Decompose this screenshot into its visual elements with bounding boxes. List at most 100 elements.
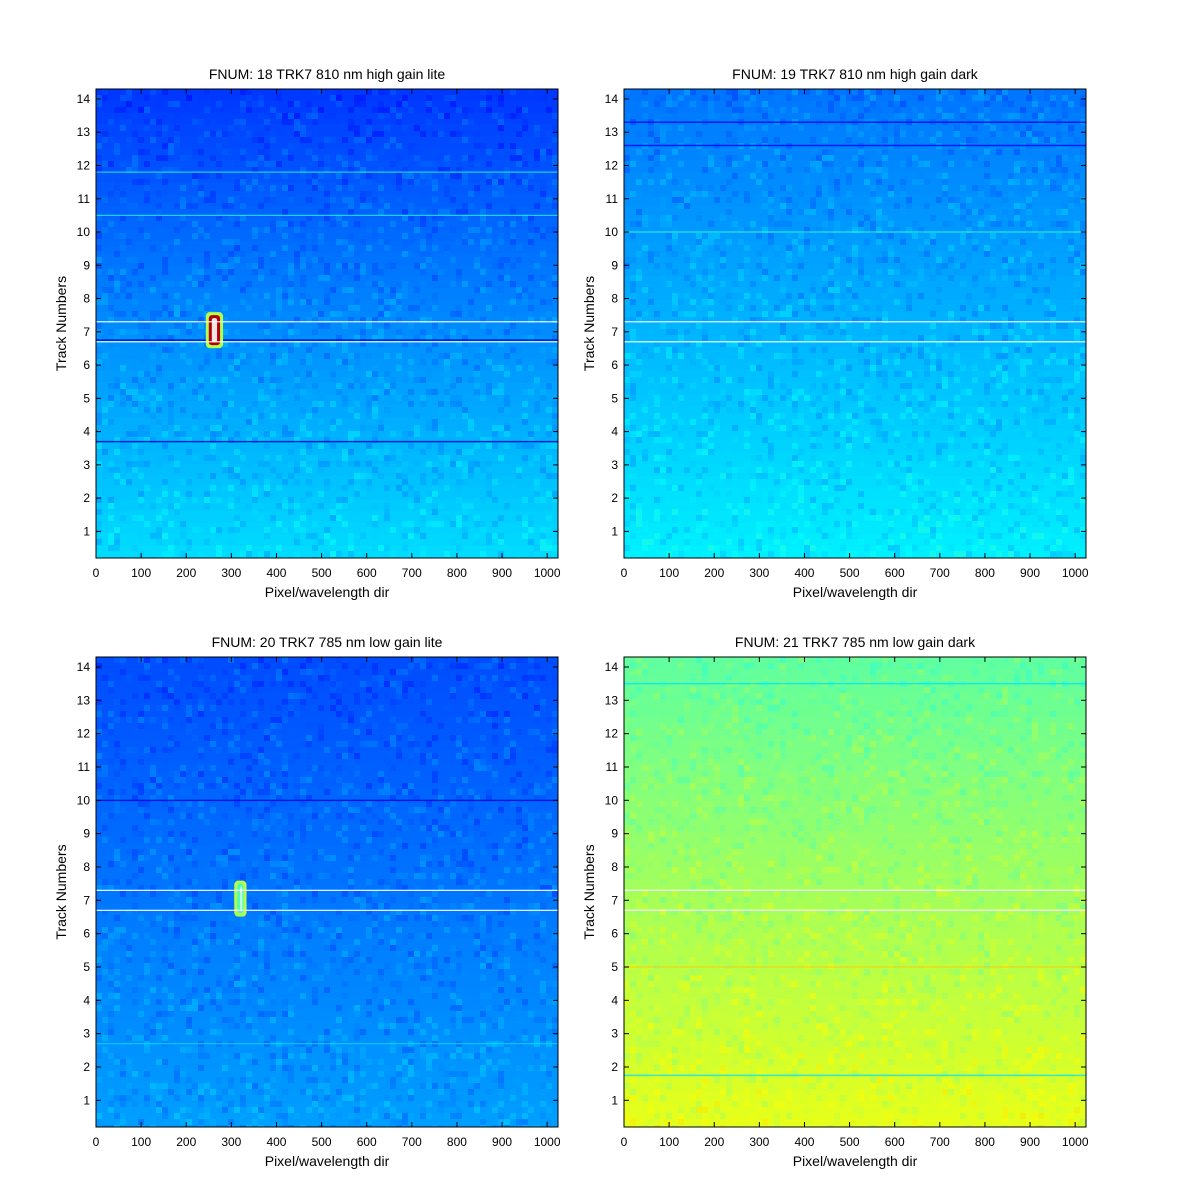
- noise-cell: [1002, 125, 1008, 131]
- noise-cell: [354, 101, 360, 107]
- noise-cell: [402, 401, 408, 407]
- noise-cell: [402, 167, 408, 173]
- noise-cell: [420, 657, 426, 663]
- noise-cell: [312, 89, 318, 95]
- noise-cell: [810, 407, 816, 413]
- x-tick-label: 700: [402, 566, 422, 580]
- noise-cell: [948, 533, 954, 539]
- noise-cell: [150, 389, 156, 395]
- noise-cell: [876, 545, 882, 551]
- noise-cell: [516, 443, 522, 449]
- noise-cell: [1032, 341, 1038, 347]
- noise-cell: [834, 113, 840, 119]
- noise-cell: [108, 191, 114, 197]
- noise-cell: [270, 377, 276, 383]
- noise-cell: [624, 521, 630, 527]
- noise-cell: [654, 467, 660, 473]
- noise-cell: [468, 239, 474, 245]
- noise-cell: [348, 491, 354, 497]
- noise-cell: [402, 281, 408, 287]
- noise-cell: [216, 431, 222, 437]
- noise-cell: [846, 551, 852, 557]
- noise-cell: [234, 479, 240, 485]
- noise-cell: [108, 305, 114, 311]
- noise-cell: [1020, 203, 1026, 209]
- noise-cell: [654, 347, 660, 353]
- noise-cell: [498, 533, 504, 539]
- noise-cell: [276, 113, 282, 119]
- noise-cell: [102, 473, 108, 479]
- noise-cell: [156, 407, 162, 413]
- noise-cell: [984, 173, 990, 179]
- noise-cell: [342, 503, 348, 509]
- noise-cell: [816, 101, 822, 107]
- noise-cell: [642, 323, 648, 329]
- y-tick-label: 13: [77, 125, 91, 139]
- noise-cell: [288, 221, 294, 227]
- noise-cell: [468, 663, 474, 669]
- noise-cell: [228, 269, 234, 275]
- noise-cell: [384, 125, 390, 131]
- noise-cell: [420, 711, 426, 717]
- noise-cell: [108, 269, 114, 275]
- noise-cell: [348, 269, 354, 275]
- noise-cell: [1062, 317, 1068, 323]
- noise-cell: [354, 107, 360, 113]
- noise-cell: [492, 329, 498, 335]
- noise-cell: [306, 197, 312, 203]
- noise-cell: [222, 681, 228, 687]
- noise-cell: [966, 527, 972, 533]
- noise-cell: [990, 221, 996, 227]
- noise-cell: [660, 95, 666, 101]
- noise-cell: [168, 371, 174, 377]
- noise-cell: [450, 371, 456, 377]
- noise-cell: [654, 281, 660, 287]
- noise-cell: [768, 449, 774, 455]
- noise-cell: [726, 179, 732, 185]
- noise-cell: [1044, 95, 1050, 101]
- noise-cell: [420, 161, 426, 167]
- noise-cell: [444, 455, 450, 461]
- noise-cell: [864, 371, 870, 377]
- noise-cell: [924, 353, 930, 359]
- noise-cell: [180, 221, 186, 227]
- noise-cell: [204, 539, 210, 545]
- noise-cell: [156, 527, 162, 533]
- noise-cell: [126, 407, 132, 413]
- noise-cell: [318, 233, 324, 239]
- noise-cell: [258, 185, 264, 191]
- noise-cell: [702, 521, 708, 527]
- noise-cell: [174, 305, 180, 311]
- noise-cell: [384, 107, 390, 113]
- y-tick-label: 1: [611, 524, 618, 538]
- noise-cell: [870, 227, 876, 233]
- noise-cell: [630, 383, 636, 389]
- noise-cell: [270, 705, 276, 711]
- noise-cell: [174, 239, 180, 245]
- noise-cell: [846, 545, 852, 551]
- noise-cell: [972, 281, 978, 287]
- noise-cell: [456, 497, 462, 503]
- noise-cell: [462, 89, 468, 95]
- noise-cell: [246, 717, 252, 723]
- noise-cell: [1026, 473, 1032, 479]
- panel-title: FNUM: 19 TRK7 810 nm high gain dark: [732, 66, 979, 82]
- noise-cell: [1032, 191, 1038, 197]
- noise-cell: [342, 197, 348, 203]
- noise-cell: [522, 125, 528, 131]
- noise-cell: [312, 155, 318, 161]
- noise-cell: [750, 455, 756, 461]
- noise-cell: [864, 305, 870, 311]
- noise-cell: [414, 431, 420, 437]
- noise-cell: [1038, 287, 1044, 293]
- noise-cell: [978, 95, 984, 101]
- noise-cell: [726, 461, 732, 467]
- noise-cell: [372, 461, 378, 467]
- noise-cell: [516, 515, 522, 521]
- noise-cell: [852, 431, 858, 437]
- noise-cell: [492, 185, 498, 191]
- noise-cell: [312, 341, 318, 347]
- noise-cell: [228, 125, 234, 131]
- noise-cell: [456, 209, 462, 215]
- noise-cell: [144, 149, 150, 155]
